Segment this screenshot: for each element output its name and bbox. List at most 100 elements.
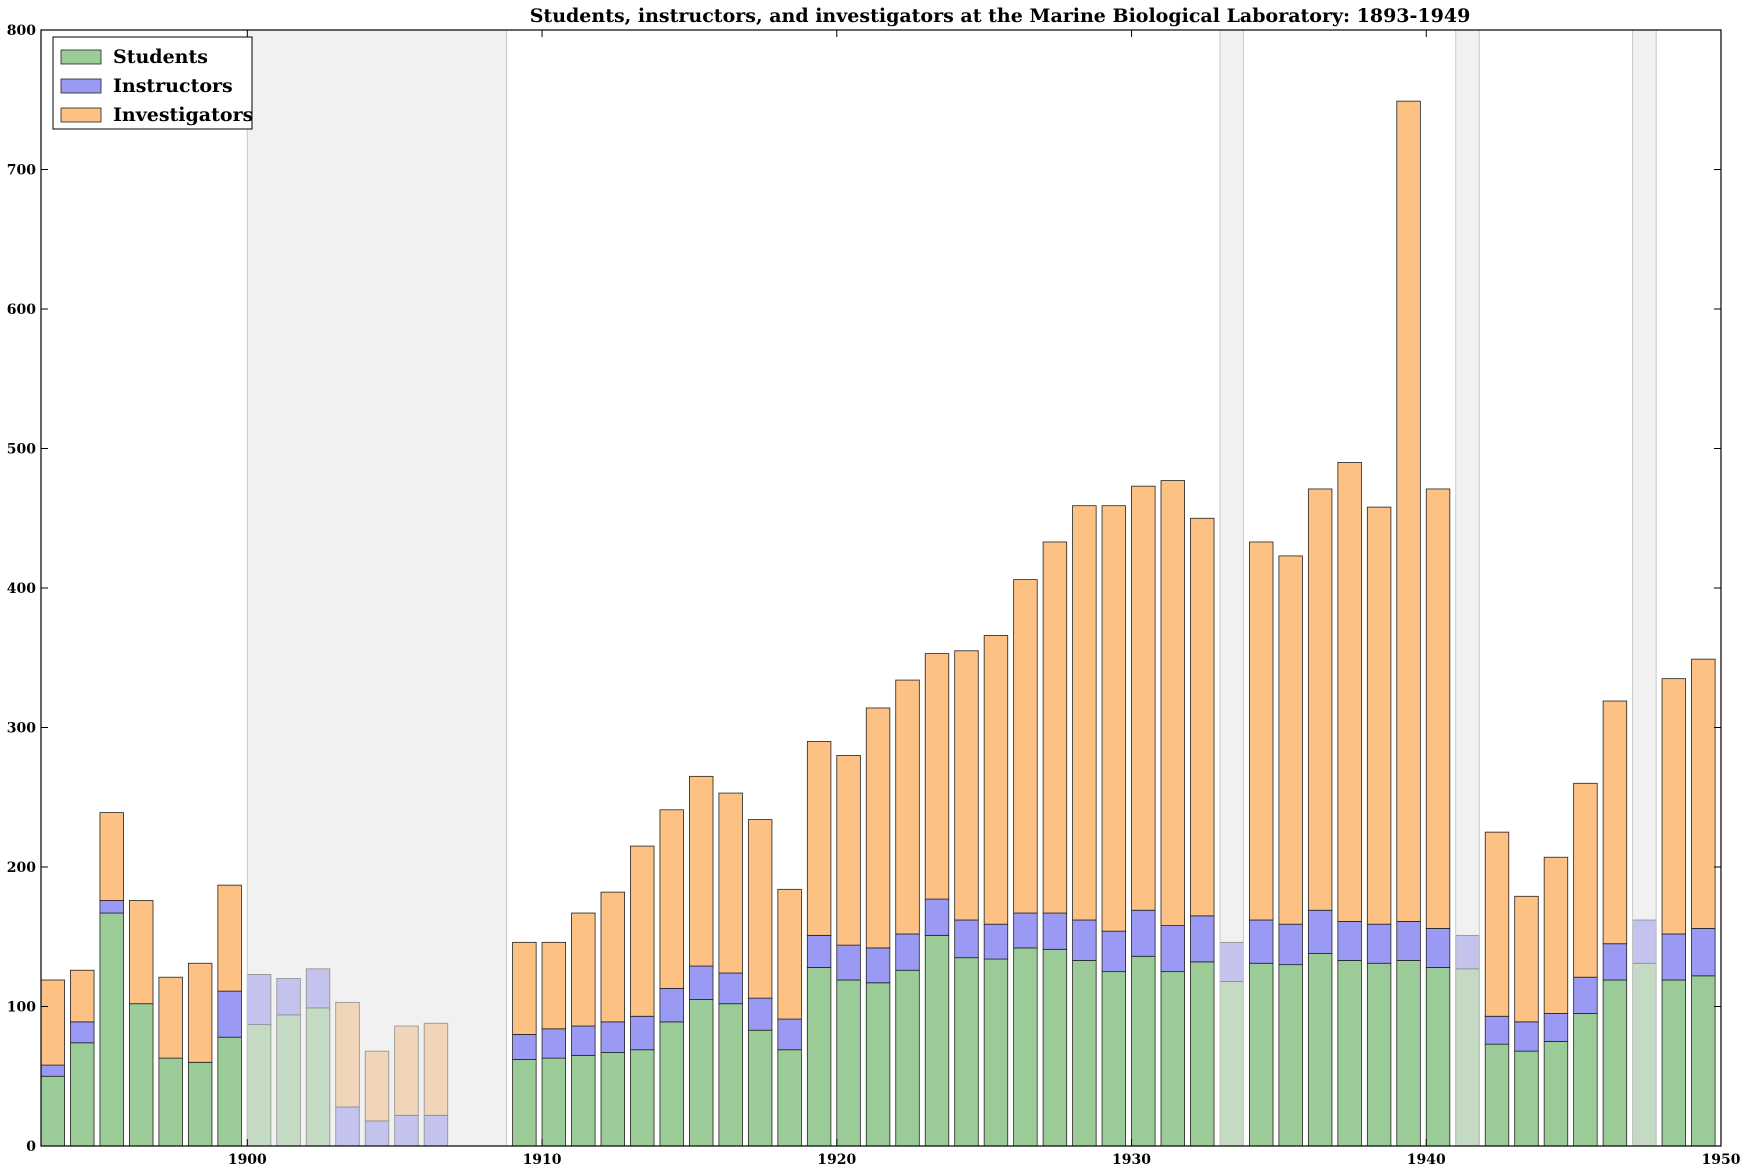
shaded-regions <box>246 29 1657 1147</box>
bar-students-1934 <box>1249 962 1274 1147</box>
bar-students-1894 <box>70 1042 95 1147</box>
bar-investigators-1937 <box>1337 462 1362 922</box>
y-tick-label-200: 200 <box>7 860 36 876</box>
legend-swatch-investigators <box>60 107 102 123</box>
bar-students-1899 <box>217 1036 242 1147</box>
bar-instructors-1929 <box>1101 930 1127 973</box>
bar-investigators-1943 <box>1514 895 1539 1023</box>
bar-instructors-1931 <box>1160 925 1185 973</box>
bar-instructors-1944 <box>1543 1013 1569 1042</box>
bar-students-1898 <box>187 1061 213 1147</box>
bar-investigators-1894 <box>70 969 95 1023</box>
bar-students-1895 <box>99 912 124 1147</box>
bar-investigators-1938 <box>1366 506 1392 925</box>
y-tick-label-600: 600 <box>7 302 36 318</box>
bar-instructors-1912 <box>600 1021 625 1053</box>
x-tick-label-1950: 1950 <box>1702 1152 1741 1166</box>
bar-investigators-1918 <box>777 888 802 1020</box>
bar-investigators-1946 <box>1602 700 1628 945</box>
bar-instructors-1939 <box>1396 921 1421 961</box>
bar-instructors-1948 <box>1661 933 1687 981</box>
legend-label-investigators: Investigators <box>113 104 253 126</box>
bar-students-1930 <box>1131 955 1156 1147</box>
shaded-region-0 <box>246 29 508 1147</box>
bar-investigators-1928 <box>1072 505 1097 921</box>
bar-students-1916 <box>718 1003 743 1147</box>
bar-instructors-1894 <box>70 1021 95 1044</box>
y-tick-label-0: 0 <box>26 1139 36 1155</box>
bar-students-1938 <box>1366 962 1392 1147</box>
bar-instructors-1934 <box>1249 919 1274 964</box>
bar-students-1945 <box>1573 1013 1598 1147</box>
bar-students-1920 <box>836 979 861 1147</box>
x-tick-label-1930: 1930 <box>1112 1152 1151 1166</box>
bar-students-1929 <box>1101 971 1127 1147</box>
bar-students-1935 <box>1278 964 1303 1147</box>
bar-students-1915 <box>689 999 714 1147</box>
bar-students-1943 <box>1514 1050 1539 1147</box>
bar-instructors-1920 <box>836 944 861 981</box>
bar-students-1926 <box>1013 947 1038 1147</box>
bars <box>40 100 1716 1147</box>
y-tick-label-100: 100 <box>7 1000 36 1016</box>
bar-students-1925 <box>983 958 1009 1147</box>
bar-investigators-1916 <box>718 792 743 974</box>
bar-investigators-1924 <box>954 650 979 921</box>
bar-instructors-1938 <box>1366 923 1392 964</box>
bar-instructors-1945 <box>1573 976 1598 1014</box>
bar-instructors-1932 <box>1190 915 1215 963</box>
bar-students-1912 <box>600 1052 625 1147</box>
bar-students-1936 <box>1307 953 1333 1147</box>
bar-instructors-1895 <box>99 900 124 914</box>
bar-students-1937 <box>1337 960 1362 1147</box>
bar-instructors-1913 <box>630 1015 655 1051</box>
bar-instructors-1918 <box>777 1018 802 1051</box>
bar-students-1932 <box>1190 961 1215 1147</box>
bar-instructors-1909 <box>512 1034 537 1060</box>
bar-investigators-1940 <box>1425 488 1451 929</box>
y-tick-label-800: 800 <box>7 23 36 39</box>
bar-instructors-1946 <box>1602 943 1628 981</box>
bar-instructors-1926 <box>1013 912 1038 949</box>
bar-instructors-1930 <box>1131 909 1156 957</box>
bar-investigators-1898 <box>187 962 213 1063</box>
bar-investigators-1944 <box>1543 856 1569 1014</box>
bar-instructors-1943 <box>1514 1021 1539 1052</box>
bar-investigators-1925 <box>983 635 1009 925</box>
bar-instructors-1936 <box>1307 909 1333 954</box>
bar-instructors-1928 <box>1072 919 1097 961</box>
bar-investigators-1923 <box>924 653 950 900</box>
bar-students-1909 <box>512 1059 537 1147</box>
bar-investigators-1931 <box>1160 480 1185 926</box>
bar-investigators-1922 <box>895 679 920 935</box>
bar-students-1919 <box>806 967 832 1147</box>
x-tick-label-1900: 1900 <box>228 1152 267 1166</box>
bar-investigators-1930 <box>1131 485 1156 911</box>
bar-instructors-1917 <box>747 997 773 1031</box>
legend: Students Instructors Investigators <box>52 36 253 130</box>
bar-instructors-1919 <box>806 934 832 968</box>
bar-instructors-1949 <box>1691 927 1716 977</box>
bar-students-1897 <box>158 1057 183 1147</box>
x-tick-label-1920: 1920 <box>817 1152 856 1166</box>
bar-students-1893 <box>40 1075 65 1147</box>
x-tick-label-1910: 1910 <box>523 1152 562 1166</box>
bar-instructors-1925 <box>983 923 1009 960</box>
bar-instructors-1937 <box>1337 921 1362 961</box>
bar-instructors-1916 <box>718 972 743 1005</box>
bar-students-1931 <box>1160 971 1185 1147</box>
bar-instructors-1923 <box>924 898 950 936</box>
bar-students-1913 <box>630 1049 655 1147</box>
shaded-region-1 <box>1219 29 1245 1147</box>
bar-students-1940 <box>1425 967 1451 1147</box>
bar-students-1917 <box>747 1029 773 1147</box>
bar-investigators-1897 <box>158 976 183 1059</box>
bar-investigators-1917 <box>747 819 773 999</box>
bar-investigators-1895 <box>99 812 124 901</box>
y-tick-label-300: 300 <box>7 721 36 737</box>
bar-investigators-1942 <box>1484 831 1510 1017</box>
bar-investigators-1896 <box>129 900 154 1005</box>
bar-students-1922 <box>895 969 920 1147</box>
legend-swatch-instructors <box>60 78 102 94</box>
